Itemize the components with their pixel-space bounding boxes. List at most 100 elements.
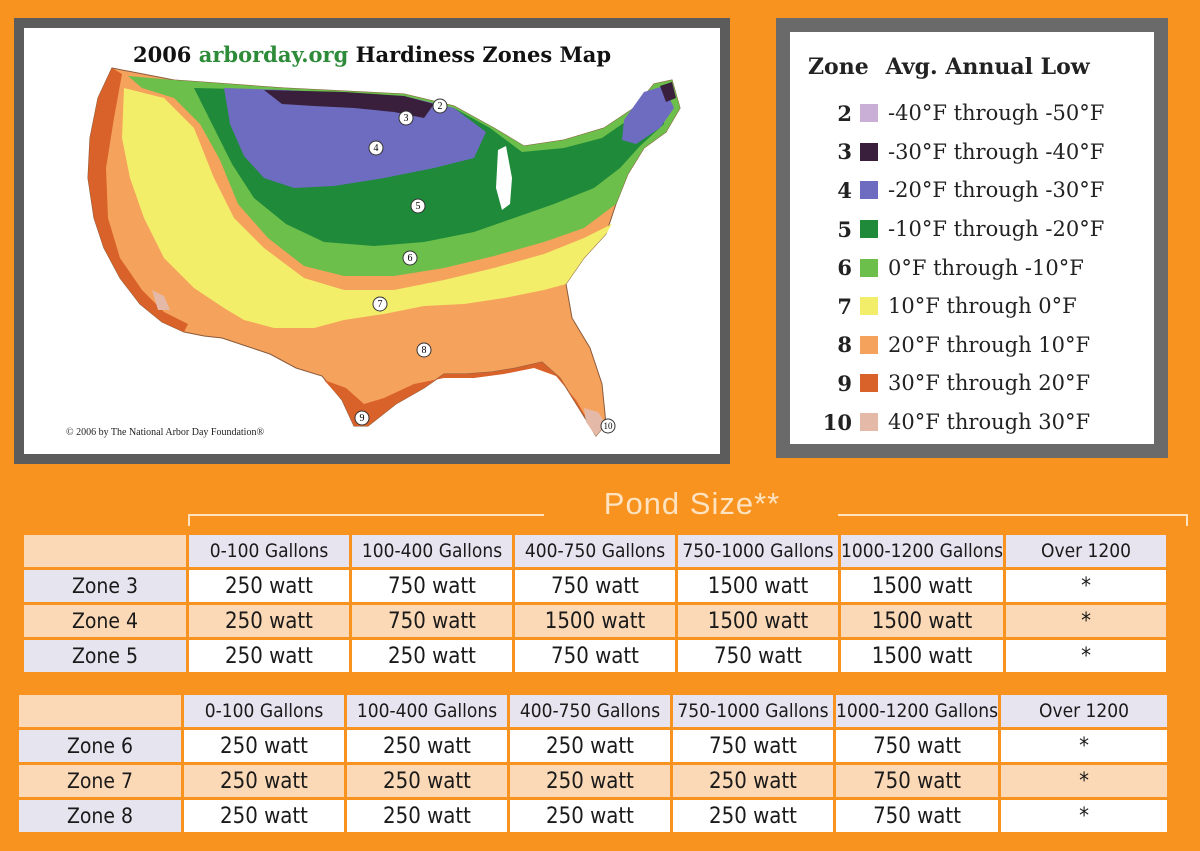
column-header: 0-100 Gallons xyxy=(184,695,344,727)
zone-marker-4-label: 4 xyxy=(374,143,379,154)
wattage-cell: 750 watt xyxy=(352,570,512,602)
legend-zone-number: 5 xyxy=(837,216,852,242)
wattage-cell: 750 watt xyxy=(836,765,999,797)
legend-row-zone-8: 8 20°F through 10°F xyxy=(808,326,1154,365)
wattage-cell: 250 watt xyxy=(347,800,507,832)
column-header: Over 1200 xyxy=(1001,695,1168,727)
legend-zone-number: 9 xyxy=(837,370,852,396)
wattage-cell: 250 watt xyxy=(184,730,344,762)
map-zone-9-gulf xyxy=(324,362,590,426)
wattage-cell: 750 watt xyxy=(515,640,675,672)
table-row: Zone 5 250 watt 250 watt 750 watt 750 watt 15… xyxy=(24,640,1167,672)
row-zone-label: Zone 6 xyxy=(19,730,181,762)
legend-range: 0°F through -10°F xyxy=(888,255,1084,280)
legend-swatch-zone-7 xyxy=(860,297,878,316)
column-header: 1000-1200 Gallons xyxy=(836,695,999,727)
wattage-cell: 1500 watt xyxy=(515,605,675,637)
zone-marker-10: 10 xyxy=(600,418,616,434)
wattage-cell: * xyxy=(1006,570,1167,602)
map-zone-3-maine xyxy=(660,82,676,102)
wattage-cell: 250 watt xyxy=(189,640,349,672)
legend-frame: Zone Avg. Annual Low 2 -40°F through -50°… xyxy=(776,18,1168,458)
column-header: 750-1000 Gallons xyxy=(678,535,838,567)
wattage-cell: 750 watt xyxy=(352,605,512,637)
map-title-year: 2006 xyxy=(132,42,192,67)
wattage-cell: 750 watt xyxy=(678,640,838,672)
column-header: 400-750 Gallons xyxy=(510,695,670,727)
wattage-cell: 1500 watt xyxy=(841,605,1004,637)
legend-row-zone-6: 6 0°F through -10°F xyxy=(808,248,1154,287)
legend-range: 30°F through 20°F xyxy=(888,371,1091,396)
zone-marker-3: 3 xyxy=(398,110,414,126)
map-zone-7-region xyxy=(122,88,612,328)
column-header: 1000-1200 Gallons xyxy=(841,535,1004,567)
pond-bracket-right-line xyxy=(838,514,1188,516)
legend-row-zone-4: 4 -20°F through -30°F xyxy=(808,171,1154,210)
zone-legend: Zone Avg. Annual Low 2 -40°F through -50°… xyxy=(790,32,1154,444)
legend-swatch-zone-4 xyxy=(860,181,878,200)
wattage-cell: 750 watt xyxy=(515,570,675,602)
table-row: Zone 6 250 watt 250 watt 250 watt 750 watt 75… xyxy=(19,730,1168,762)
pond-size-title: Pond Size** xyxy=(603,486,781,521)
wattage-cell: 1500 watt xyxy=(678,605,838,637)
legend-range: -10°F through -20°F xyxy=(888,217,1105,242)
table-row: Zone 7 250 watt 250 watt 250 watt 250 watt 75… xyxy=(19,765,1168,797)
column-header: Over 1200 xyxy=(1006,535,1167,567)
row-zone-label: Zone 8 xyxy=(19,800,181,832)
zone-marker-6-label: 6 xyxy=(408,253,413,264)
zone-marker-2: 2 xyxy=(432,98,448,114)
zone-marker-8-label: 8 xyxy=(422,345,427,356)
zone-marker-4: 4 xyxy=(368,140,384,156)
legend-swatch-zone-2 xyxy=(860,104,878,123)
wattage-cell: 750 watt xyxy=(836,730,999,762)
legend-zone-number: 7 xyxy=(837,293,852,319)
legend-zone-number: 4 xyxy=(837,177,852,203)
wattage-cell: 750 watt xyxy=(836,800,999,832)
wattage-cell: 250 watt xyxy=(673,765,833,797)
legend-swatch-zone-6 xyxy=(860,258,878,277)
zone-marker-6: 6 xyxy=(402,250,418,266)
wattage-cell: 250 watt xyxy=(184,800,344,832)
pond-bracket-left-tick xyxy=(188,514,190,526)
pond-bracket-right-tick xyxy=(1186,514,1188,526)
row-zone-label: Zone 3 xyxy=(24,570,186,602)
map-title: 2006 arborday.org Hardiness Zones Map xyxy=(24,42,720,67)
pond-bracket-left-line xyxy=(188,514,544,516)
zone-marker-3-label: 3 xyxy=(404,113,409,124)
wattage-cell: * xyxy=(1001,730,1168,762)
column-header: 750-1000 Gallons xyxy=(673,695,833,727)
map-copyright: © 2006 by The National Arbor Day Foundat… xyxy=(66,427,265,438)
wattage-cell: * xyxy=(1001,765,1168,797)
hardiness-map: 2 3 4 5 6 7 8 9 10 2006 arborday.org Har… xyxy=(24,28,720,454)
map-title-rest: Hardiness Zones Map xyxy=(355,42,612,67)
wattage-cell: 250 watt xyxy=(510,765,670,797)
legend-zone-number: 2 xyxy=(837,100,852,126)
legend-header-zone: Zone xyxy=(808,54,869,80)
map-frame: 2 3 4 5 6 7 8 9 10 2006 arborday.org Har… xyxy=(14,18,730,464)
map-zone-10-florida xyxy=(584,408,606,436)
legend-row-zone-3: 3 -30°F through -40°F xyxy=(808,133,1154,172)
legend-range: 40°F through 30°F xyxy=(888,410,1091,435)
table-header-row: 0-100 Gallons 100-400 Gallons 400-750 Gall… xyxy=(24,535,1167,567)
legend-swatch-zone-8 xyxy=(860,335,878,354)
wattage-cell: 250 watt xyxy=(189,605,349,637)
legend-swatch-zone-9 xyxy=(860,374,878,393)
row-zone-label: Zone 4 xyxy=(24,605,186,637)
wattage-cell: 250 watt xyxy=(510,730,670,762)
map-zone-4-newengland xyxy=(622,86,674,144)
legend-range: 20°F through 10°F xyxy=(888,332,1091,357)
wattage-cell: 1500 watt xyxy=(841,570,1004,602)
column-header: 100-400 Gallons xyxy=(352,535,512,567)
wattage-cell: 250 watt xyxy=(510,800,670,832)
legend-range: -30°F through -40°F xyxy=(888,139,1105,164)
table-corner-cell xyxy=(24,535,186,567)
table-row: Zone 4 250 watt 750 watt 1500 watt 1500 watt… xyxy=(24,605,1167,637)
legend-rows: 2 -40°F through -50°F 3 -30°F through -40°F… xyxy=(808,94,1154,441)
table-row: Zone 3 250 watt 750 watt 750 watt 1500 watt 1… xyxy=(24,570,1167,602)
zone-marker-7-label: 7 xyxy=(378,299,383,310)
wattage-cell: * xyxy=(1006,605,1167,637)
legend-swatch-zone-3 xyxy=(860,142,878,161)
legend-row-zone-5: 5 -10°F through -20°F xyxy=(808,210,1154,249)
pond-table-zones-6-8: 0-100 Gallons 100-400 Gallons 400-750 Gall… xyxy=(16,692,1170,835)
legend-zone-number: 6 xyxy=(837,255,852,281)
